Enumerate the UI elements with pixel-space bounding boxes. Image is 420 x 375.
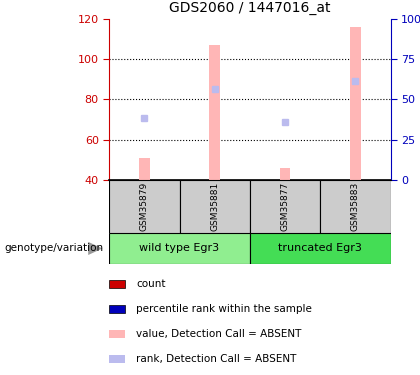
Text: wild type Egr3: wild type Egr3 <box>139 243 220 254</box>
Text: percentile rank within the sample: percentile rank within the sample <box>136 304 312 314</box>
Bar <box>210 45 220 180</box>
Bar <box>250 232 391 264</box>
Bar <box>250 180 320 232</box>
Polygon shape <box>88 242 102 255</box>
Bar <box>109 355 125 363</box>
Bar <box>109 180 180 232</box>
Text: GSM35877: GSM35877 <box>281 182 289 231</box>
Text: GSM35881: GSM35881 <box>210 182 219 231</box>
Bar <box>109 305 125 313</box>
Text: count: count <box>136 279 165 289</box>
Bar <box>109 232 250 264</box>
Bar <box>350 27 361 180</box>
Text: GSM35879: GSM35879 <box>140 182 149 231</box>
Bar <box>280 168 290 180</box>
Bar <box>320 180 391 232</box>
Bar <box>109 280 125 288</box>
Text: truncated Egr3: truncated Egr3 <box>278 243 362 254</box>
Text: rank, Detection Call = ABSENT: rank, Detection Call = ABSENT <box>136 354 296 364</box>
Bar <box>109 330 125 338</box>
Text: genotype/variation: genotype/variation <box>4 243 103 254</box>
Text: GSM35883: GSM35883 <box>351 182 360 231</box>
Title: GDS2060 / 1447016_at: GDS2060 / 1447016_at <box>169 1 331 15</box>
Bar <box>139 158 150 180</box>
Text: value, Detection Call = ABSENT: value, Detection Call = ABSENT <box>136 329 301 339</box>
Bar <box>180 180 250 232</box>
